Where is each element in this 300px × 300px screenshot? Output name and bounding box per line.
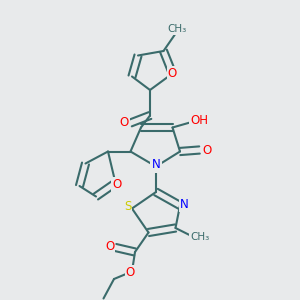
Text: OH: OH [190,113,208,127]
Text: O: O [105,239,114,253]
Text: O: O [202,143,211,157]
Text: O: O [126,266,135,280]
Text: N: N [180,197,189,211]
Text: O: O [168,67,177,80]
Text: S: S [124,200,131,214]
Text: O: O [120,116,129,130]
Text: CH₃: CH₃ [167,23,187,34]
Text: O: O [112,178,122,191]
Text: CH₃: CH₃ [190,232,210,242]
Text: N: N [152,158,160,172]
